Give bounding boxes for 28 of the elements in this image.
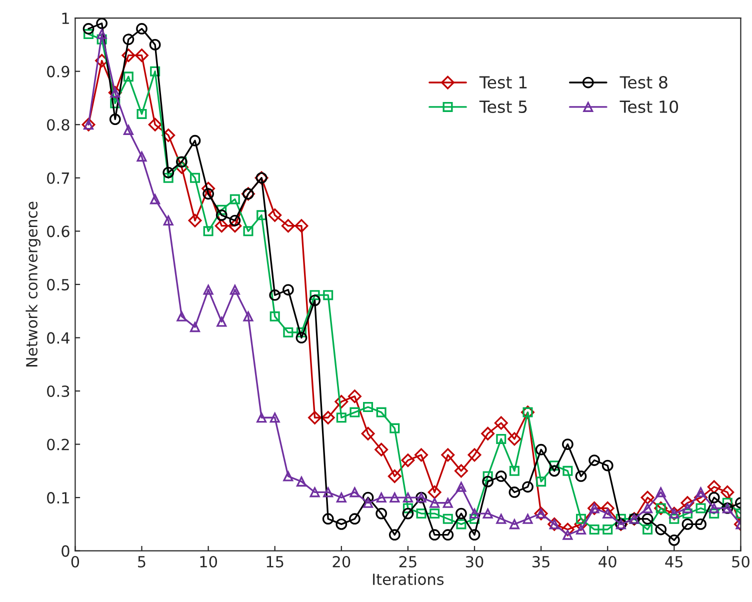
- y-tick-label: 0.2: [47, 438, 69, 450]
- y-tick-label: 1: [62, 12, 69, 24]
- x-tick-label: 15: [266, 556, 284, 568]
- y-tick-label: 0.3: [47, 385, 70, 398]
- x-axis-title: Iterations: [373, 573, 444, 586]
- x-tick-label: 5: [138, 556, 146, 568]
- x-tick-label: 40: [598, 556, 616, 568]
- legend-label: Test 1: [479, 76, 527, 89]
- y-tick-label: 0.7: [47, 172, 70, 184]
- legend-label: Test 10: [620, 100, 678, 114]
- legend-label: Test 5: [479, 100, 527, 114]
- y-tick-label: 0: [62, 545, 70, 557]
- y-tick-label: 0.9: [47, 66, 70, 78]
- x-tick-label: 0: [71, 556, 80, 568]
- y-tick-label: 0.8: [47, 119, 70, 131]
- legend-label: Test 8: [620, 76, 668, 89]
- y-tick-label: 0.5: [47, 278, 70, 290]
- y-axis-title: Network convergence: [26, 202, 40, 367]
- y-tick-label: 0.6: [47, 226, 70, 238]
- x-tick-label: 45: [665, 556, 683, 568]
- x-tick-label: 20: [332, 556, 350, 568]
- x-tick-label: 10: [200, 556, 218, 568]
- x-tick-label: 50: [732, 556, 750, 568]
- x-tick-label: 30: [466, 556, 484, 568]
- x-tick-label: 35: [532, 556, 550, 568]
- y-tick-label: 0.1: [47, 492, 69, 504]
- y-tick-label: 0.4: [47, 332, 70, 344]
- x-tick-label: 25: [399, 556, 416, 568]
